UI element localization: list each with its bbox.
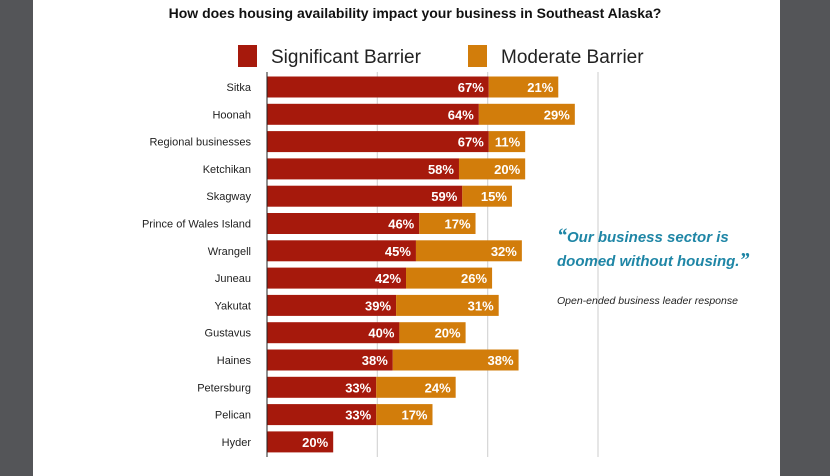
data-label: 21%: [527, 80, 553, 95]
data-label: 20%: [435, 326, 461, 341]
data-label: 40%: [368, 326, 394, 341]
data-label: 64%: [448, 107, 474, 122]
category-label: Pelican: [215, 410, 251, 422]
category-label: Ketchikan: [203, 164, 251, 176]
data-label: 39%: [365, 298, 391, 313]
data-label: 59%: [431, 189, 457, 204]
bar-significant: [267, 240, 416, 262]
legend-swatch: [468, 45, 487, 67]
data-label: 42%: [375, 271, 401, 286]
quote-attribution: Open-ended business leader response: [557, 295, 738, 307]
bar-significant: [267, 349, 393, 371]
data-label: 29%: [544, 107, 570, 122]
bar-significant: [267, 431, 334, 453]
category-label: Hyder: [222, 437, 252, 449]
bar-significant: [267, 213, 420, 234]
bar-moderate: [399, 322, 466, 344]
bar-moderate: [488, 76, 559, 98]
bar-moderate: [396, 294, 499, 316]
data-label: 46%: [388, 217, 414, 232]
quote: “Our business sector is doomed without h…: [557, 225, 757, 273]
bar-significant: [267, 185, 463, 207]
bar-significant: [267, 76, 489, 98]
data-label: 33%: [345, 380, 371, 395]
bar-moderate: [478, 103, 575, 125]
bar-moderate: [462, 185, 512, 207]
legend-label: Moderate Barrier: [501, 47, 644, 68]
category-label: Haines: [217, 355, 252, 367]
bar-significant: [267, 103, 479, 125]
data-label: 20%: [302, 435, 328, 450]
category-label: Hoonah: [212, 109, 251, 121]
data-label: 67%: [458, 135, 484, 150]
category-label: Regional businesses: [149, 137, 251, 149]
category-label: Sitka: [227, 82, 252, 94]
category-label: Yakutat: [215, 300, 252, 312]
bar-moderate: [419, 213, 476, 234]
bar-significant: [267, 322, 400, 344]
bar-moderate: [392, 349, 519, 371]
bar-moderate: [376, 404, 433, 426]
data-label: 11%: [495, 135, 521, 150]
bar-moderate: [415, 240, 522, 262]
bar-moderate: [406, 267, 493, 289]
bar-significant: [267, 158, 459, 180]
data-label: 45%: [385, 244, 411, 259]
bar-significant: [267, 294, 397, 316]
category-label: Juneau: [215, 273, 251, 285]
close-quote: ”: [739, 249, 750, 271]
data-label: 38%: [362, 353, 388, 368]
data-label: 33%: [345, 408, 371, 423]
legend-swatch: [238, 45, 257, 67]
category-label: Wrangell: [208, 246, 251, 258]
legend-label: Significant Barrier: [271, 47, 422, 68]
data-label: 17%: [401, 408, 427, 423]
data-label: 38%: [488, 353, 514, 368]
data-label: 20%: [494, 162, 520, 177]
bar-significant: [267, 131, 489, 153]
bar-significant: [267, 267, 407, 289]
open-quote: “: [557, 225, 567, 247]
quote-text: Our business sector is doomed without ho…: [557, 229, 740, 270]
data-label: 67%: [458, 80, 484, 95]
category-label: Prince of Wales Island: [142, 219, 251, 231]
data-label: 58%: [428, 162, 454, 177]
category-label: Gustavus: [205, 328, 252, 340]
data-label: 24%: [425, 380, 451, 395]
bar-moderate: [458, 158, 526, 180]
bar-moderate: [488, 131, 526, 153]
bar-moderate: [376, 376, 456, 398]
data-label: 32%: [491, 244, 517, 259]
bar-significant: [267, 376, 377, 398]
data-label: 26%: [461, 271, 487, 286]
chart-title: How does housing availability impact you…: [168, 5, 662, 21]
data-label: 17%: [444, 217, 470, 232]
category-label: Skagway: [206, 191, 251, 203]
category-label: Petersburg: [197, 382, 251, 394]
bar-significant: [267, 404, 377, 426]
data-label: 15%: [481, 189, 507, 204]
data-label: 31%: [468, 298, 494, 313]
